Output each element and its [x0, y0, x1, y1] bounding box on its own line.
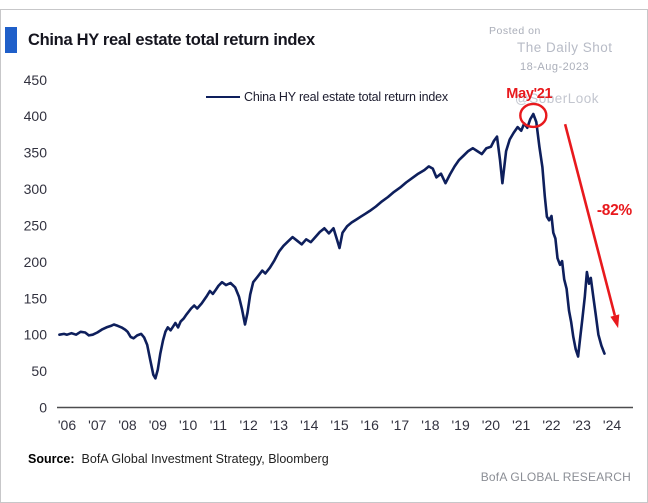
x-tick-label: '22	[542, 417, 560, 433]
legend-line-swatch	[206, 96, 240, 98]
annotation-drop-label: -82%	[596, 202, 632, 220]
x-tick-label: '12	[240, 417, 258, 433]
y-tick-label: 450	[24, 72, 48, 88]
title-accent-bar	[5, 27, 17, 53]
x-tick-label: '15	[330, 417, 348, 433]
x-tick-label: '10	[179, 417, 197, 433]
x-tick-label: '24	[603, 417, 621, 433]
y-tick-label: 200	[24, 254, 48, 270]
x-tick-label: '07	[88, 417, 106, 433]
x-tick-label: '21	[512, 417, 530, 433]
x-tick-label: '11	[210, 417, 227, 433]
x-tick-label: '20	[482, 417, 500, 433]
brand-research-label: BofA GLOBAL RESEARCH	[480, 470, 631, 484]
x-tick-label: '06	[58, 417, 76, 433]
x-tick-label: '23	[573, 417, 591, 433]
drop-arrow-head	[610, 314, 620, 329]
drop-arrow-line	[563, 123, 617, 316]
x-tick-label: '08	[118, 417, 136, 433]
annotation-peak-label: May'21	[506, 86, 553, 103]
x-tick-label: '19	[452, 417, 470, 433]
x-tick-label: '14	[300, 417, 318, 433]
y-tick-label: 250	[24, 217, 48, 233]
chart-title: China HY real estate total return index	[28, 30, 315, 49]
y-tick-label: 100	[24, 327, 48, 343]
y-tick-label: 150	[24, 290, 48, 306]
chart-legend: China HY real estate total return index	[206, 89, 448, 105]
y-tick-label: 0	[39, 400, 47, 416]
x-tick-label: '17	[391, 417, 409, 433]
x-tick-label: '18	[421, 417, 439, 433]
x-tick-label: '09	[149, 417, 167, 433]
x-tick-label: '16	[361, 417, 379, 433]
peak-circle	[519, 102, 548, 129]
source-label: Source:	[28, 452, 75, 466]
source-text: BofA Global Investment Strategy, Bloombe…	[81, 452, 329, 466]
title-bar: China HY real estate total return index	[5, 27, 315, 53]
x-tick-label: '13	[270, 417, 288, 433]
y-tick-label: 300	[24, 181, 48, 197]
source-line: Source: BofA Global Investment Strategy, …	[28, 452, 329, 466]
y-tick-label: 50	[31, 363, 47, 379]
legend-label: China HY real estate total return index	[244, 90, 448, 104]
series-line	[58, 112, 606, 380]
chart-panel	[0, 9, 648, 503]
y-tick-label: 350	[24, 145, 48, 161]
y-tick-label: 400	[24, 108, 48, 124]
